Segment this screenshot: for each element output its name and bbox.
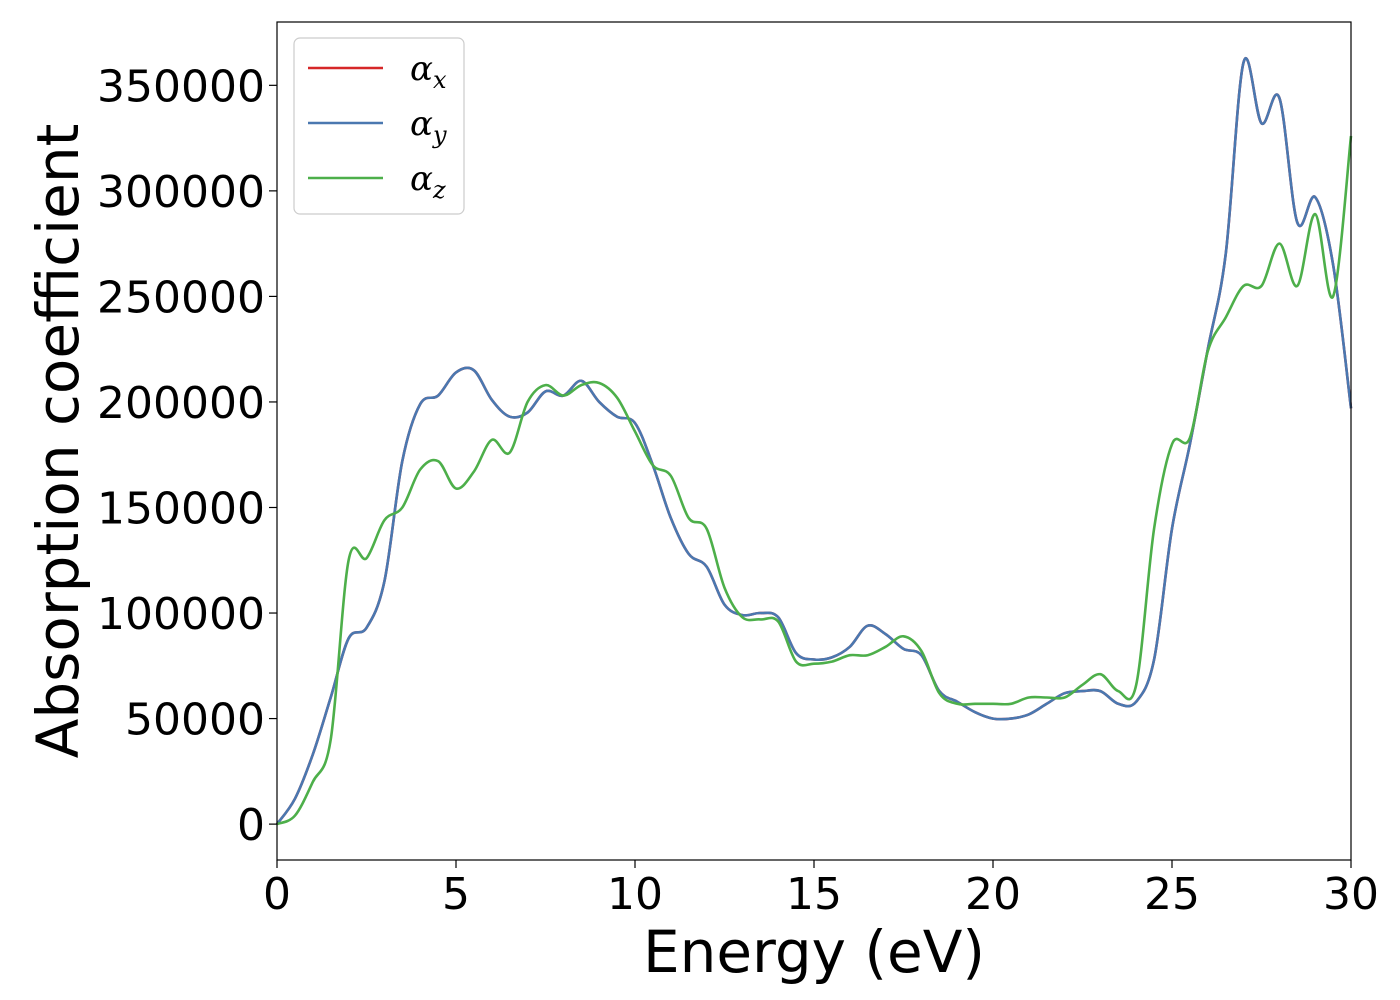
legend-label-z: αz <box>410 159 446 204</box>
y-tick-label: 200000 <box>97 378 265 429</box>
y-tick-label: 100000 <box>97 589 265 640</box>
x-tick-label: 20 <box>965 869 1021 920</box>
legend-label-y: αy <box>410 104 447 149</box>
y-tick-label: 0 <box>237 800 265 851</box>
x-tick-label: 15 <box>786 869 842 920</box>
y-tick-label: 250000 <box>97 272 265 323</box>
x-tick-label: 30 <box>1323 869 1379 920</box>
legend-box <box>293 37 465 215</box>
y-tick-label: 150000 <box>97 483 265 534</box>
y-axis-label: Absorption coefficient <box>24 124 92 759</box>
x-tick-label: 0 <box>263 869 291 920</box>
y-tick-label: 50000 <box>125 695 265 746</box>
legend-label-x: αx <box>410 49 447 94</box>
x-tick-label: 10 <box>607 869 663 920</box>
x-axis: 0 5 10 15 20 25 30 <box>263 860 1379 920</box>
series-line-z <box>276 135 1353 826</box>
y-tick-label: 350000 <box>97 61 265 112</box>
series-layer <box>275 57 1353 826</box>
y-axis: 0 50000 100000 150000 200000 250000 300000 3500… <box>97 61 277 851</box>
x-tick-label: 25 <box>1144 869 1200 920</box>
x-tick-label: 5 <box>442 869 470 920</box>
y-tick-label: 300000 <box>97 167 265 218</box>
x-axis-label: Energy (eV) <box>643 918 985 986</box>
legend: αx αy αz <box>293 37 465 215</box>
